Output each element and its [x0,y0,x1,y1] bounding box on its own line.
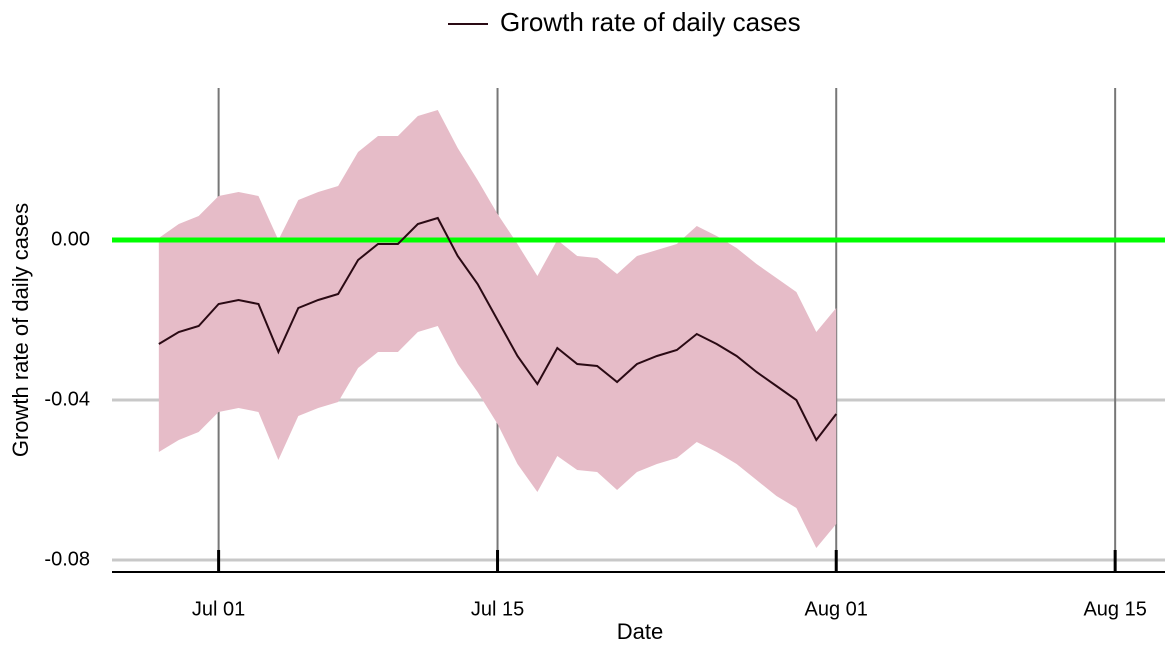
x-tick-label: Jul 01 [192,598,245,620]
x-tick-label: Aug 01 [805,598,868,620]
y-axis-label: Growth rate of daily cases [8,203,33,457]
y-tick-label: -0.04 [44,388,90,410]
y-tick-label: 0.00 [51,228,90,250]
y-tick-label: -0.08 [44,548,90,570]
data-line [158,216,838,442]
x-tick-label: Aug 15 [1083,598,1146,620]
legend-label: Growth rate of daily cases [500,7,801,37]
confidence-band [158,110,837,548]
x-axis-label: Date [617,619,663,644]
x-tick-label: Jul 15 [471,598,524,620]
